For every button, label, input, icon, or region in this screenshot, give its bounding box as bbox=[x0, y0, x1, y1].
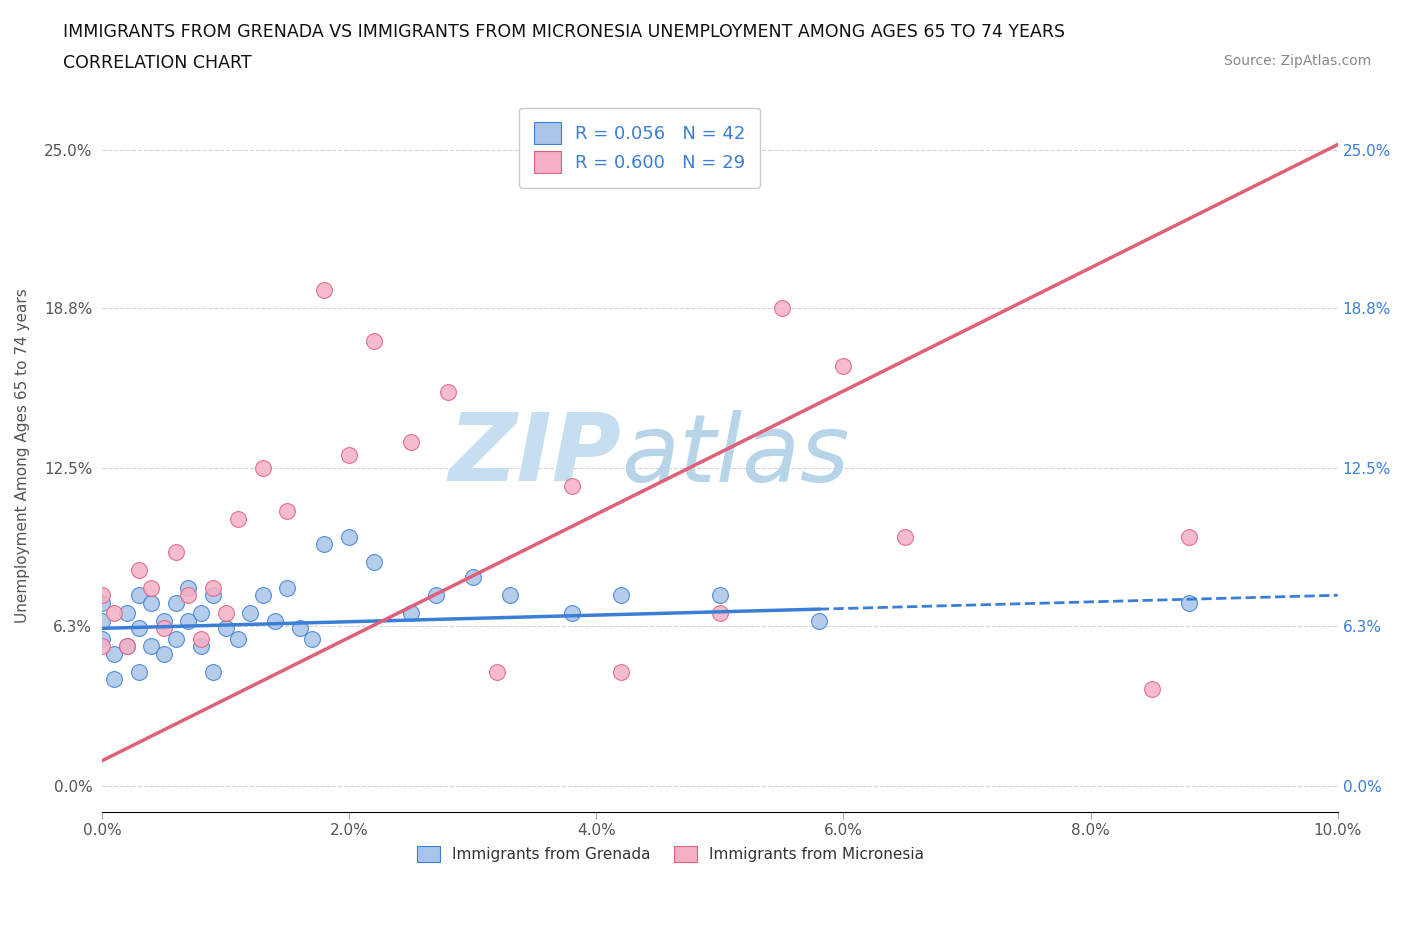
Point bbox=[1178, 529, 1201, 544]
Text: ZIP: ZIP bbox=[449, 409, 621, 501]
Point bbox=[128, 563, 150, 578]
Point bbox=[264, 613, 287, 628]
Point bbox=[807, 613, 830, 628]
Point bbox=[103, 646, 125, 661]
Point bbox=[103, 671, 125, 686]
Point bbox=[709, 588, 731, 603]
Text: IMMIGRANTS FROM GRENADA VS IMMIGRANTS FROM MICRONESIA UNEMPLOYMENT AMONG AGES 65: IMMIGRANTS FROM GRENADA VS IMMIGRANTS FR… bbox=[63, 23, 1066, 41]
Point bbox=[190, 631, 212, 646]
Point bbox=[894, 529, 917, 544]
Point bbox=[141, 580, 163, 595]
Legend: Immigrants from Grenada, Immigrants from Micronesia: Immigrants from Grenada, Immigrants from… bbox=[411, 840, 929, 869]
Point bbox=[91, 613, 114, 628]
Point bbox=[314, 282, 336, 297]
Text: CORRELATION CHART: CORRELATION CHART bbox=[63, 54, 252, 72]
Point bbox=[91, 631, 114, 646]
Point bbox=[561, 478, 583, 493]
Point bbox=[399, 605, 422, 620]
Point bbox=[288, 621, 311, 636]
Point bbox=[363, 554, 385, 569]
Text: Source: ZipAtlas.com: Source: ZipAtlas.com bbox=[1223, 54, 1371, 68]
Point bbox=[276, 504, 298, 519]
Y-axis label: Unemployment Among Ages 65 to 74 years: Unemployment Among Ages 65 to 74 years bbox=[15, 287, 30, 622]
Point bbox=[425, 588, 447, 603]
Point bbox=[399, 435, 422, 450]
Text: atlas: atlas bbox=[621, 410, 849, 500]
Point bbox=[128, 621, 150, 636]
Point bbox=[314, 537, 336, 551]
Point bbox=[91, 595, 114, 610]
Point bbox=[561, 605, 583, 620]
Point bbox=[91, 639, 114, 654]
Point bbox=[252, 588, 274, 603]
Point bbox=[165, 631, 187, 646]
Point bbox=[337, 529, 360, 544]
Point bbox=[610, 664, 633, 679]
Point bbox=[190, 639, 212, 654]
Point bbox=[177, 580, 200, 595]
Point bbox=[832, 359, 855, 374]
Point bbox=[610, 588, 633, 603]
Point bbox=[276, 580, 298, 595]
Point bbox=[152, 646, 174, 661]
Point bbox=[226, 512, 249, 526]
Point bbox=[190, 605, 212, 620]
Point bbox=[115, 639, 138, 654]
Point bbox=[499, 588, 522, 603]
Point bbox=[103, 605, 125, 620]
Point bbox=[202, 580, 225, 595]
Point bbox=[363, 333, 385, 348]
Point bbox=[301, 631, 323, 646]
Point bbox=[91, 588, 114, 603]
Point bbox=[1142, 682, 1164, 697]
Point bbox=[202, 588, 225, 603]
Point bbox=[152, 621, 174, 636]
Point bbox=[1178, 595, 1201, 610]
Point bbox=[214, 621, 236, 636]
Point bbox=[214, 605, 236, 620]
Point bbox=[337, 447, 360, 462]
Point bbox=[239, 605, 262, 620]
Point bbox=[437, 384, 460, 399]
Point bbox=[165, 595, 187, 610]
Point bbox=[202, 664, 225, 679]
Point bbox=[115, 605, 138, 620]
Point bbox=[128, 664, 150, 679]
Point bbox=[486, 664, 509, 679]
Point bbox=[461, 570, 484, 585]
Point bbox=[152, 613, 174, 628]
Point bbox=[226, 631, 249, 646]
Point bbox=[770, 300, 793, 315]
Point bbox=[128, 588, 150, 603]
Point bbox=[115, 639, 138, 654]
Point bbox=[252, 460, 274, 475]
Point bbox=[709, 605, 731, 620]
Point bbox=[177, 588, 200, 603]
Point bbox=[177, 613, 200, 628]
Point bbox=[141, 595, 163, 610]
Point bbox=[141, 639, 163, 654]
Point bbox=[165, 545, 187, 560]
